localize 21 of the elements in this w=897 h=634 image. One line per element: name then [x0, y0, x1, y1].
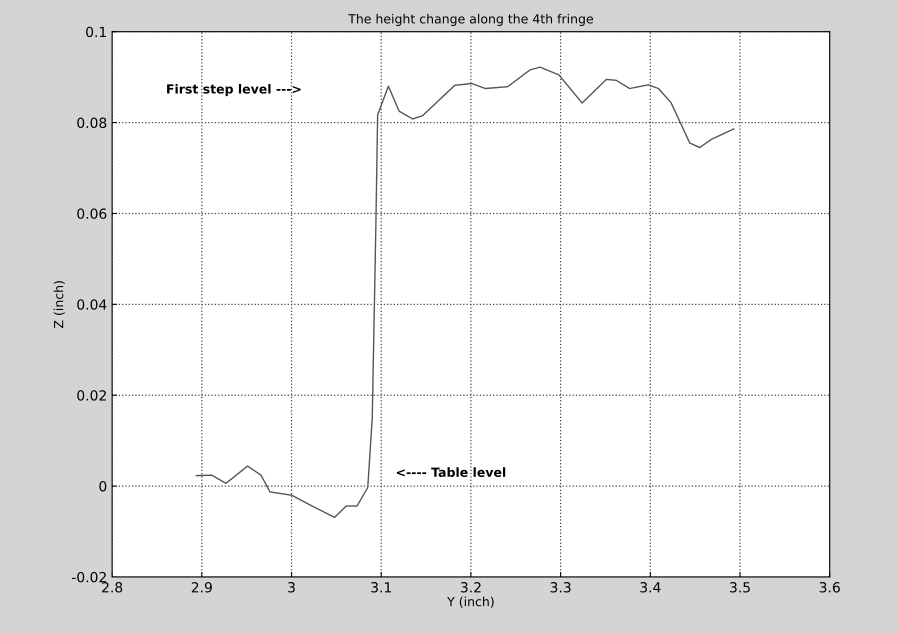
y-axis-title: Z (inch) [54, 281, 65, 328]
x-tick-label: 3.5 [730, 582, 750, 593]
x-tick-label: 2.8 [102, 582, 122, 593]
y-tick-label: 0 [99, 481, 106, 492]
x-tick-label: 3.2 [460, 582, 481, 593]
annotation: <---- Table level [396, 467, 506, 477]
x-tick-label: 3.3 [550, 582, 571, 593]
x-tick-label: 3.6 [820, 582, 840, 593]
y-tick-label: 0.04 [77, 299, 106, 310]
y-tick-label: 0.08 [77, 118, 106, 128]
y-tick-label: 0.06 [77, 208, 106, 219]
y-tick-label: 0.1 [86, 26, 106, 38]
x-tick-label: 2.9 [192, 582, 212, 593]
chart-title: The height change along the 4th fringe [348, 14, 593, 26]
x-tick-label: 3 [288, 582, 295, 593]
y-tick-label: -0.02 [72, 572, 106, 582]
annotation: First step level ---> [167, 84, 301, 96]
x-axis-title: Y (inch) [447, 596, 494, 608]
x-tick-label: 3.4 [640, 582, 661, 593]
x-tick-label: 3.1 [371, 582, 391, 593]
y-tick-label: 0.02 [77, 390, 106, 401]
